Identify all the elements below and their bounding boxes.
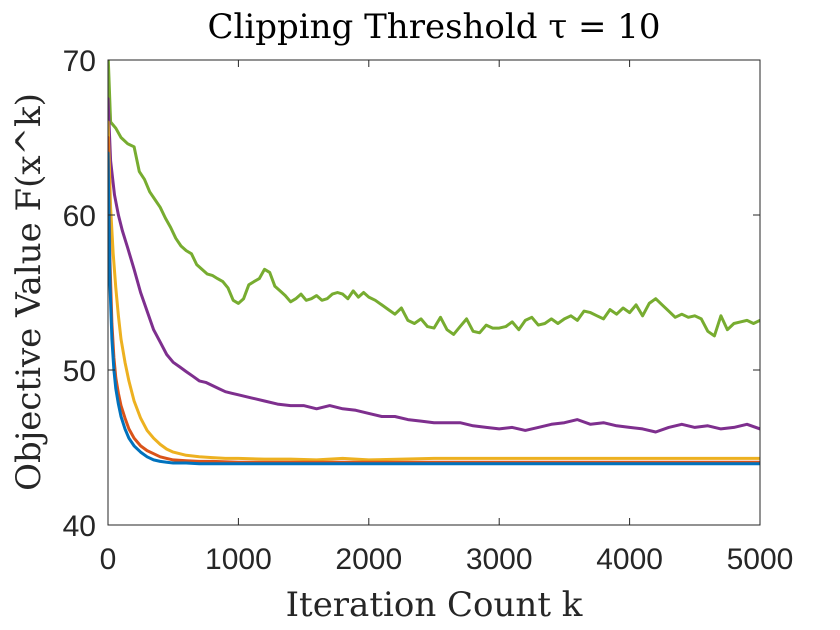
y-axis-label: Objective Value F(x^k) [9, 93, 49, 491]
x-tick-label: 1000 [205, 543, 272, 576]
x-tick-label: 0 [100, 543, 117, 576]
y-tick-label: 60 [63, 200, 96, 233]
series-line-orange [108, 136, 760, 464]
series-line-blue [108, 151, 760, 466]
x-axis-label: Iteration Count k [286, 585, 583, 625]
series-line-green [108, 60, 760, 338]
series-layer [108, 60, 760, 466]
x-tick-label: 5000 [727, 543, 794, 576]
x-tick-label: 3000 [466, 543, 533, 576]
plot-frame [107, 59, 761, 526]
x-tick-label: 2000 [335, 543, 402, 576]
tick-layer: 0 1000 2000 3000 4000 5000 40 50 60 70 [63, 45, 794, 576]
chart-title: Clipping Threshold τ = 10 [207, 7, 660, 47]
y-tick-label: 40 [63, 510, 96, 543]
y-tick-label: 50 [63, 355, 96, 388]
series-line-yellow [108, 120, 760, 462]
y-tick-label: 70 [63, 45, 96, 78]
series-line-purple [108, 97, 760, 434]
x-tick-label: 4000 [596, 543, 663, 576]
